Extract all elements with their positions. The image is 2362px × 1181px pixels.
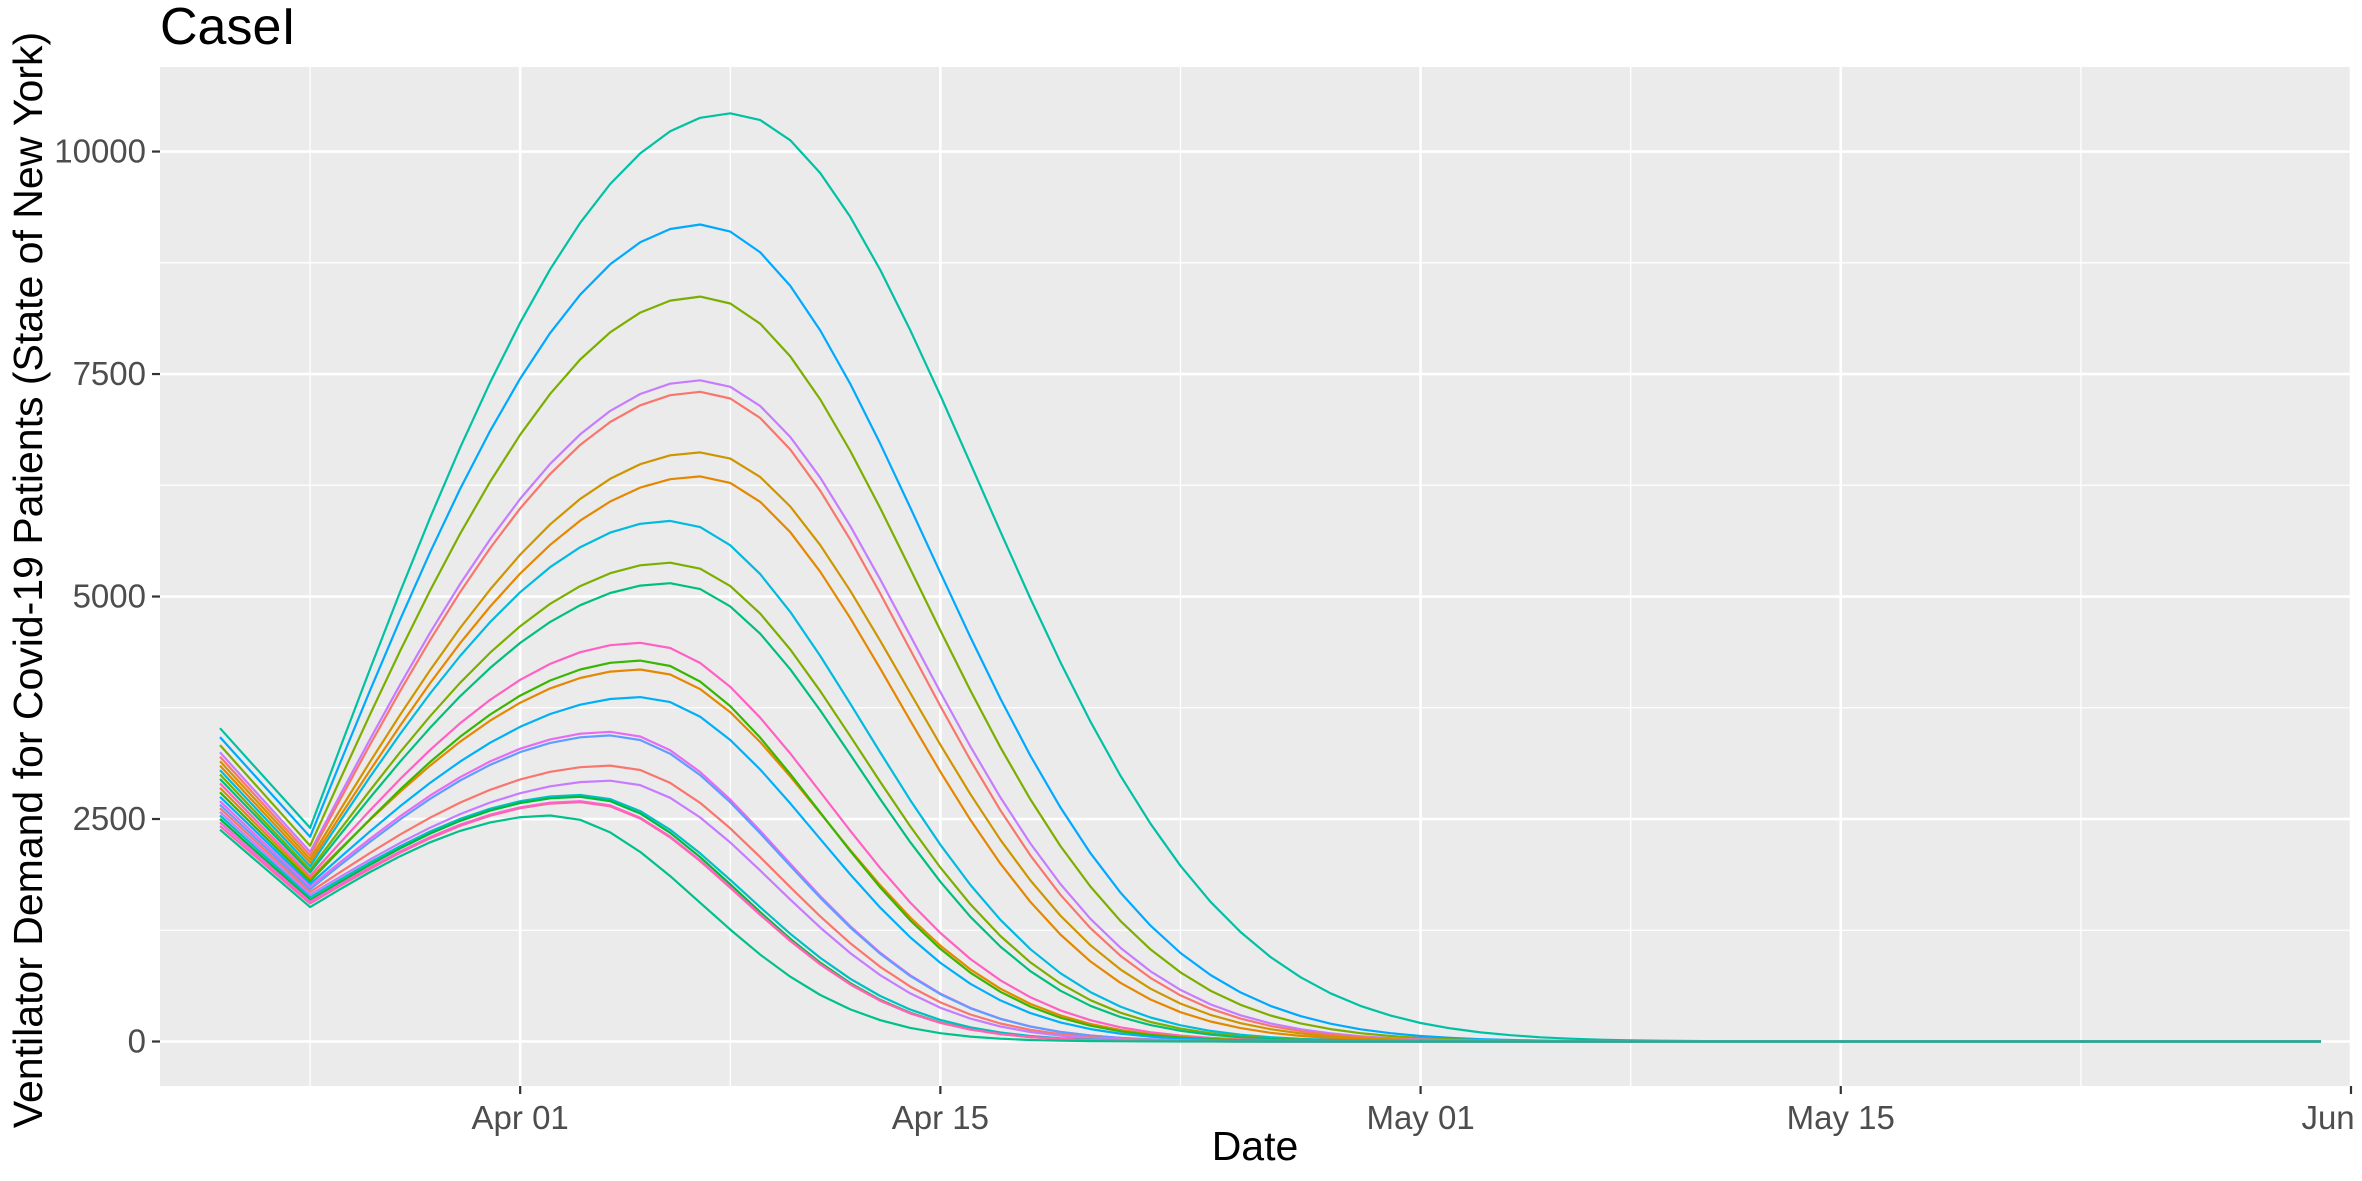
x-axis: Apr 01 Apr 15 May 01 May 15 Jun 01: [472, 1086, 2362, 1136]
y-tick-label: 2500: [73, 800, 146, 837]
minor-gridlines: [160, 67, 2351, 1086]
x-axis-label: Date: [1212, 1123, 1299, 1169]
y-tick-label: 10000: [54, 133, 146, 170]
series-lines: [219, 112, 2321, 1043]
x-tick-label: Jun 01: [2301, 1099, 2362, 1136]
y-axis-label: Ventilator Demand for Covid-19 Patients …: [5, 32, 51, 1128]
x-tick-label: May 15: [1787, 1099, 1895, 1136]
plot-panel: [160, 67, 2351, 1086]
y-tick-label: 5000: [73, 578, 146, 615]
x-tick-label: May 01: [1366, 1099, 1474, 1136]
series-line-23: [219, 814, 2321, 1043]
chart-title: CaseI: [160, 0, 296, 56]
y-tick-label: 7500: [73, 355, 146, 392]
y-tick-label: 0: [128, 1023, 146, 1060]
y-axis: 0 2500 5000 7500 10000: [54, 133, 160, 1060]
x-tick-label: Apr 15: [892, 1099, 989, 1136]
x-tick-label: Apr 01: [472, 1099, 569, 1136]
